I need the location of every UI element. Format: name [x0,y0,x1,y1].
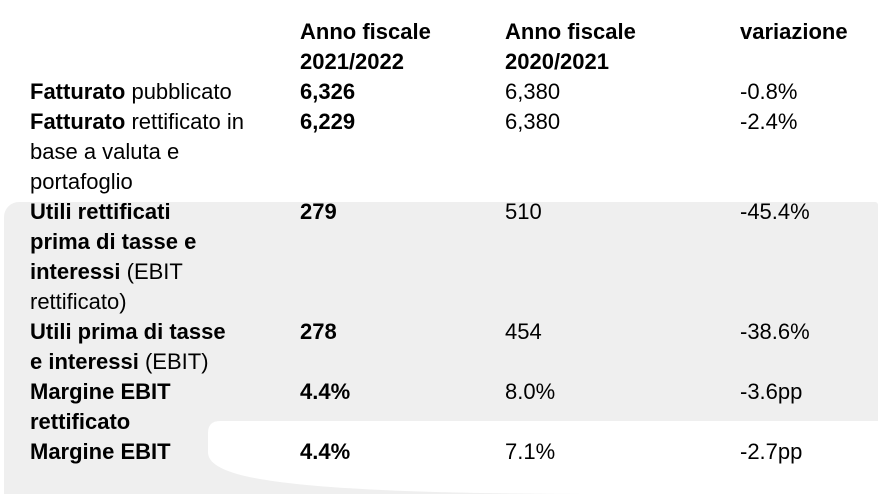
row-label: Margine EBIT [30,437,300,467]
value-fy-2021-2022: 278 [300,319,337,344]
row-label-bold: Utili prima di tasse e interessi [30,319,226,374]
row-label-rest: pubblicato [131,79,232,104]
row-label-bold: Fatturato [30,79,126,104]
table-row-margine-ebit-rettificato: Margine EBIT rettificato 4.4% 8.0% -3.6p… [30,377,870,437]
row-label: Fatturato pubblicato [30,77,300,107]
row-label-bold: Fatturato [30,109,126,134]
table-header-row: Anno fiscale 2021/2022 Anno fiscale 2020… [30,17,870,77]
table-row-utili-ebit: Utili prima di tasse e interessi (EBIT) … [30,317,870,377]
header-fy-2021-2022: Anno fiscale 2021/2022 [300,19,431,74]
value-fy-2020-2021: 454 [505,319,542,344]
value-variation: -0.8% [740,79,798,104]
value-variation: -3.6pp [740,379,803,404]
row-label-bold: Margine EBIT rettificato [30,379,171,434]
header-fy-2020-2021: Anno fiscale 2020/2021 [505,19,636,74]
value-fy-2020-2021: 510 [505,199,542,224]
table-row-fatturato-rettificato: Fatturato rettificato in base a valuta e… [30,107,870,197]
row-label-bold: Utili rettificati prima di tasse e inter… [30,199,197,284]
curve-path [208,421,890,494]
row-label: Utili rettificati prima di tasse e inter… [30,197,300,317]
value-variation: -45.4% [740,199,810,224]
row-label-bold: Margine EBIT [30,439,171,464]
value-fy-2021-2022: 6,229 [300,109,356,134]
row-label: Margine EBIT rettificato [30,377,300,437]
value-variation: -38.6% [740,319,810,344]
value-fy-2020-2021: 6,380 [505,109,561,134]
table-row-utili-rettificati-ebit: Utili rettificati prima di tasse e inter… [30,197,870,317]
value-fy-2020-2021: 8.0% [505,379,556,404]
value-fy-2021-2022: 279 [300,199,337,224]
header-variation: variazione [740,19,848,44]
row-label: Utili prima di tasse e interessi (EBIT) [30,317,300,377]
value-variation: -2.4% [740,109,798,134]
row-label-rest: rettificato in base a valuta e portafogl… [30,109,244,194]
table-row-margine-ebit: Margine EBIT 4.4% 7.1% -2.7pp [30,437,870,467]
row-label-rest: (EBIT) [144,349,209,374]
value-fy-2021-2022: 4.4% [300,439,351,464]
value-fy-2021-2022: 6,326 [300,79,356,104]
value-fy-2020-2021: 6,380 [505,79,561,104]
page-curve-shape [208,421,890,494]
row-label-rest: (EBIT rettificato) [30,259,183,314]
value-variation: -2.7pp [740,439,803,464]
value-fy-2021-2022: 4.4% [300,379,351,404]
financial-results-table: Anno fiscale 2021/2022 Anno fiscale 2020… [30,17,870,467]
table-row-fatturato-pubblicato: Fatturato pubblicato 6,326 6,380 -0.8% [30,77,870,107]
row-label: Fatturato rettificato in base a valuta e… [30,107,300,197]
value-fy-2020-2021: 7.1% [505,439,556,464]
header-empty-cell [30,17,300,77]
